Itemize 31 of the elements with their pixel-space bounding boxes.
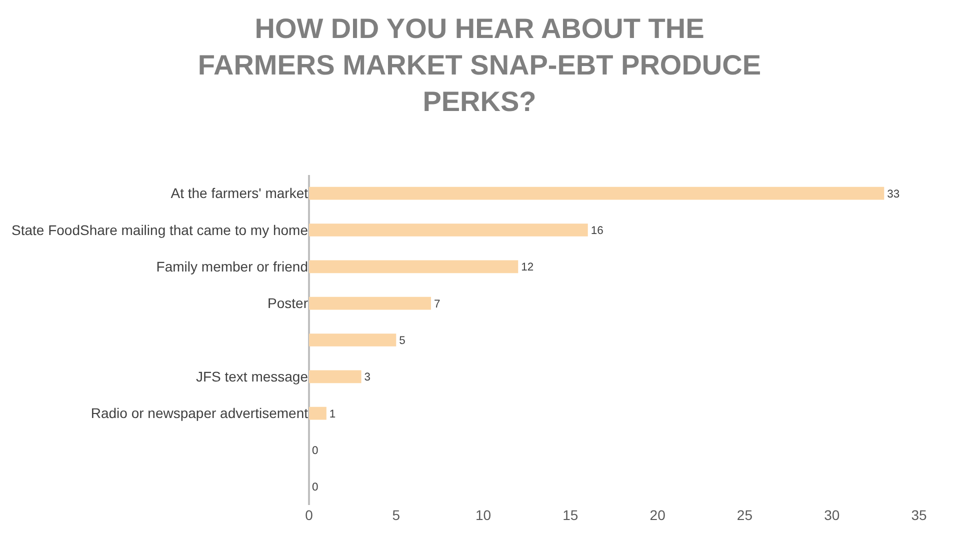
bar [309,296,431,310]
bar [309,406,326,420]
data-label: 7 [434,298,440,310]
data-label: 16 [590,225,604,238]
data-label: 1 [329,408,336,420]
bar [309,260,518,274]
bar [309,186,884,200]
bar [309,334,396,346]
data-label: 12 [521,262,534,274]
y-tick-label: Poster [268,295,308,312]
x-tick-label: 5 [392,507,400,523]
y-tick-label: At the farmers' market [170,185,308,202]
x-tick-label: 15 [562,507,578,523]
x-tick-label: 20 [650,507,666,523]
data-label: 0 [312,445,318,458]
data-label: 0 [312,482,318,494]
data-label: 5 [399,335,406,348]
chart-title: HOW DID YOU HEAR ABOUT THE FARMERS MARKET SNAP-EBT PRODUCE PERKS? [198,13,762,117]
y-tick-label: State FoodShare mailing that came to my home [12,222,308,238]
y-tick-label: JFS text message [196,368,308,385]
bar [309,370,362,384]
data-label: 33 [887,188,900,200]
x-tick-label: 25 [736,507,753,523]
bar [309,224,588,236]
y-tick-label: Family member or friend [156,258,308,275]
x-tick-label: 0 [305,507,314,523]
x-tick-label: 30 [824,507,840,523]
data-label: 3 [364,372,371,384]
x-tick-label: 10 [476,507,492,523]
y-tick-label: Radio or newspaper advertisement [90,405,308,422]
x-tick-label: 35 [911,507,927,523]
